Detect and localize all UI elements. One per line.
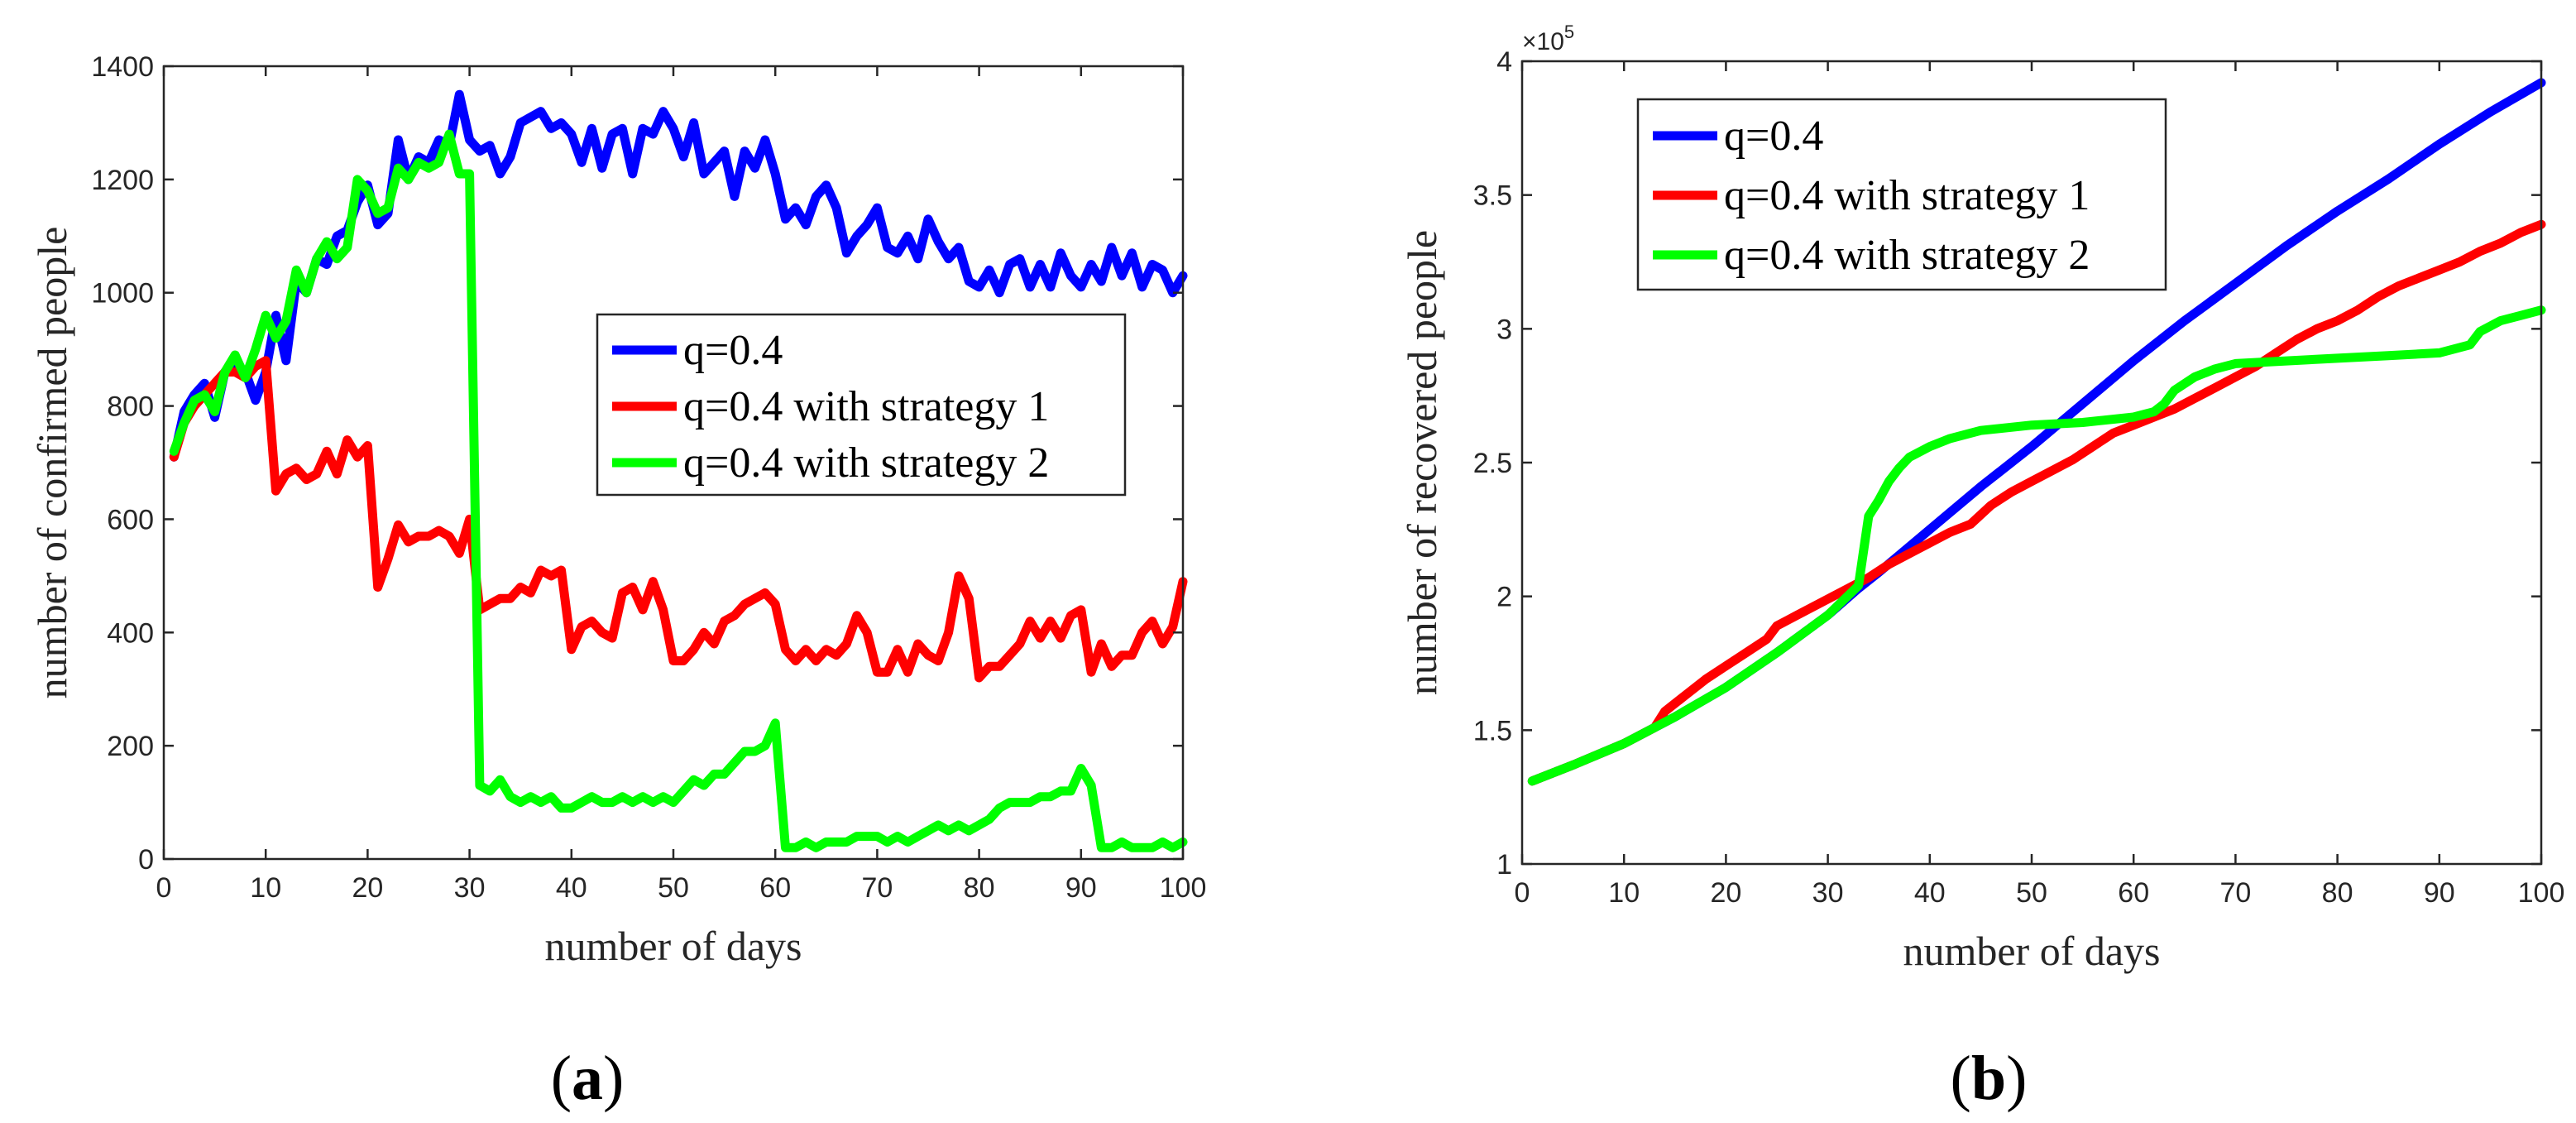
series-line-a-q-0-4-with-strategy-1 xyxy=(169,356,1188,683)
x-axis-label-a: number of days xyxy=(544,923,802,969)
x-tick-label: 20 xyxy=(1710,877,1741,909)
legend-label-a-q04: q=0.4 xyxy=(683,327,783,374)
y-axis-label-b: number of recovered people xyxy=(1399,230,1445,695)
legend-b: q=0.4 q=0.4 with strategy 1 q=0.4 with s… xyxy=(1636,98,2167,291)
x-tick-label: 90 xyxy=(1065,872,1097,904)
x-tick-label: 60 xyxy=(2118,877,2149,909)
series-group-b xyxy=(1527,78,2546,786)
x-tick-label: 10 xyxy=(1608,877,1640,909)
series-line-a-q-0-4-with-strategy-2 xyxy=(169,129,1188,852)
x-tick-label: 70 xyxy=(861,872,893,904)
y-tick-label: 2.5 xyxy=(1473,448,1512,479)
y-tick-label: 3 xyxy=(1496,314,1512,345)
y-tick-label: 600 xyxy=(107,504,154,535)
y-tick-label: 1.5 xyxy=(1473,715,1512,746)
legend-label-b-strategy1: q=0.4 with strategy 1 xyxy=(1724,172,2090,219)
y-tick-label: 200 xyxy=(107,731,154,762)
series-group-a xyxy=(169,89,1188,852)
panel-letter-b: b xyxy=(1971,1044,2006,1113)
tick-group-b: 0 10 20 30 40 50 60 70 80 90 100 1 1.5 2 2.5 3 3.5 4 xyxy=(1473,46,2565,909)
chart-panel-a: 0 10 20 30 40 50 60 70 80 90 100020040060080010001… xyxy=(29,51,1206,1113)
x-tick-label: 30 xyxy=(1812,877,1844,909)
y-tick-label: 2 xyxy=(1496,582,1512,613)
y-tick-label: 1400 xyxy=(91,51,154,83)
legend-label-a-strategy1: q=0.4 with strategy 1 xyxy=(683,383,1049,430)
x-tick-label: 0 xyxy=(1515,877,1530,909)
legend-label-a-strategy2: q=0.4 with strategy 2 xyxy=(683,439,1049,487)
y-multiplier-text: ×10 xyxy=(1522,28,1564,55)
legend-a: q=0.4 q=0.4 with strategy 1 q=0.4 with s… xyxy=(596,313,1127,497)
panel-label-b: (b) xyxy=(1951,1044,2028,1113)
panel-letter-a: a xyxy=(572,1044,603,1113)
x-tick-label: 100 xyxy=(1160,872,1207,904)
panel-label-a: (a) xyxy=(551,1044,625,1113)
y-tick-label: 800 xyxy=(107,391,154,423)
y-axis-multiplier-b: ×105 xyxy=(1522,22,1574,55)
chart-panel-b: 0 10 20 30 40 50 60 70 80 90 100 1 1.5 2 2.5 3 3.5 4 ×105… xyxy=(1399,22,2564,1113)
tick-group-a: 0 10 20 30 40 50 60 70 80 90 100020040060080010001… xyxy=(91,51,1206,904)
x-tick-label: 50 xyxy=(2016,877,2047,909)
x-tick-label: 70 xyxy=(2219,877,2251,909)
x-tick-label: 10 xyxy=(250,872,281,904)
x-tick-label: 20 xyxy=(352,872,383,904)
series-line-b-q-0-4-with-strategy-2 xyxy=(1527,305,2546,786)
x-tick-label: 80 xyxy=(964,872,995,904)
y-tick-label: 1200 xyxy=(91,165,154,196)
x-axis-label-b: number of days xyxy=(1903,928,2160,974)
x-tick-label: 100 xyxy=(2518,877,2565,909)
legend-box-a xyxy=(596,313,1127,497)
y-tick-label: 400 xyxy=(107,617,154,649)
y-axis-label-a: number of confirmed people xyxy=(29,227,75,699)
x-tick-label: 0 xyxy=(156,872,172,904)
y-tick-label: 3.5 xyxy=(1473,180,1512,212)
x-tick-label: 40 xyxy=(1914,877,1946,909)
y-tick-label: 1 xyxy=(1496,849,1512,881)
x-tick-label: 30 xyxy=(454,872,486,904)
x-tick-label: 90 xyxy=(2424,877,2455,909)
x-tick-label: 60 xyxy=(759,872,791,904)
legend-label-b-strategy2: q=0.4 with strategy 2 xyxy=(1724,232,2090,279)
legend-box-b xyxy=(1636,98,2167,291)
y-tick-label: 1000 xyxy=(91,278,154,310)
x-tick-label: 50 xyxy=(658,872,689,904)
series-line-a-q-0-4 xyxy=(169,89,1188,462)
y-tick-label: 4 xyxy=(1496,46,1512,78)
x-tick-label: 80 xyxy=(2322,877,2353,909)
y-exponent-text: 5 xyxy=(1564,22,1574,42)
series-line-b-q-0-4-with-strategy-1 xyxy=(1527,219,2546,786)
y-tick-label: 0 xyxy=(138,844,154,876)
legend-label-b-q04: q=0.4 xyxy=(1724,113,1823,160)
x-tick-label: 40 xyxy=(556,872,587,904)
